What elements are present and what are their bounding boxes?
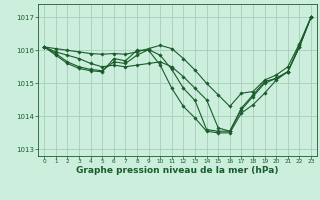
X-axis label: Graphe pression niveau de la mer (hPa): Graphe pression niveau de la mer (hPa) [76,166,279,175]
